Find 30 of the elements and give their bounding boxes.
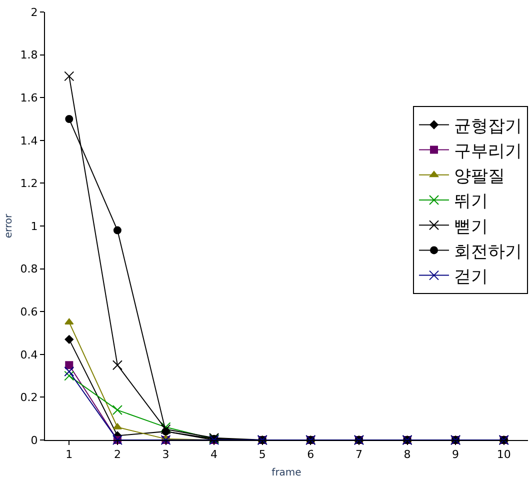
y-tick-label: 1.4 — [20, 134, 38, 148]
y-tick-label: 0 — [30, 434, 38, 447]
y-tick-label: 1.2 — [20, 177, 38, 190]
y-tick-label: 0.6 — [20, 305, 38, 318]
legend-label: 뛰기 — [454, 192, 488, 212]
legend-label: 뻗기 — [454, 216, 488, 237]
x-tick-label: 4 — [210, 448, 218, 462]
x-tick-label: 7 — [355, 448, 362, 462]
y-tick-label: 0.2 — [20, 391, 38, 404]
y-tick-label: 0.8 — [20, 262, 38, 276]
x-tick-label: 2 — [114, 448, 121, 462]
y-axis-title: error — [3, 213, 14, 238]
x-tick-label: 1 — [66, 448, 73, 462]
y-tick-label: 0.4 — [20, 348, 38, 362]
legend-label: 회전하기 — [454, 242, 522, 262]
x-axis-title: frame — [272, 468, 302, 479]
y-tick-label: 1 — [30, 220, 38, 233]
x-tick-label: 5 — [258, 448, 266, 462]
x-tick-label: 9 — [452, 448, 460, 462]
legend-label: 균형잡기 — [454, 116, 522, 136]
y-tick-label: 1.6 — [20, 91, 38, 104]
legend-label: 양팔질 — [454, 166, 505, 187]
legend-label: 구부리기 — [454, 141, 522, 162]
legend-label: 걷기 — [454, 266, 488, 287]
x-tick-label: 3 — [162, 448, 170, 462]
y-tick-label: 1.8 — [20, 48, 38, 62]
x-tick-label: 6 — [307, 448, 314, 462]
x-tick-label: 10 — [496, 448, 511, 462]
y-tick-label: 2 — [30, 6, 38, 19]
x-tick-label: 8 — [404, 448, 411, 462]
